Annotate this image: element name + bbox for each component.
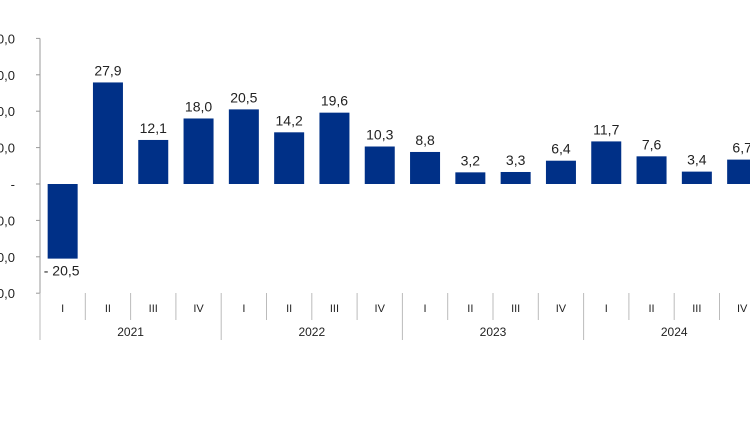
quarter-label: II <box>467 303 473 315</box>
bar <box>183 118 214 184</box>
quarter-label: III <box>511 303 520 315</box>
year-label: 2022 <box>298 325 325 339</box>
y-tick-label: 0,0 <box>0 141 15 156</box>
year-label: 2024 <box>661 325 688 339</box>
year-label: 2021 <box>117 325 144 339</box>
bar <box>319 112 350 184</box>
data-labels: - 20,5 27,9 12,1 18,0 20,5 14,2 19,6 10,3 8,8 3,2… <box>44 62 750 278</box>
bar <box>500 171 531 184</box>
quarter-label: III <box>692 303 701 315</box>
quarter-label: II <box>648 303 654 315</box>
data-label: 3,4 <box>687 152 707 168</box>
data-label: 11,7 <box>593 121 619 137</box>
bar <box>274 132 305 184</box>
quarter-label: I <box>424 303 427 315</box>
quarter-label: III <box>330 303 339 315</box>
data-label: 8,8 <box>415 132 435 148</box>
data-label: 14,2 <box>276 112 303 128</box>
bar <box>364 146 395 184</box>
bar <box>138 139 169 184</box>
bar <box>92 82 123 184</box>
quarter-label: IV <box>556 303 567 315</box>
data-label: 3,2 <box>461 152 481 168</box>
bar <box>410 151 441 184</box>
y-tick-label: - <box>11 177 15 192</box>
y-tick-label: 0,0 <box>0 68 15 83</box>
year-label: 2023 <box>480 325 507 339</box>
data-label: 6,4 <box>551 141 571 157</box>
bars <box>47 82 750 259</box>
quarter-label: IV <box>193 303 204 315</box>
bar <box>228 109 259 184</box>
bar <box>455 172 486 184</box>
quarter-label: III <box>149 303 158 315</box>
bar <box>47 184 78 259</box>
quarter-label: I <box>61 303 64 315</box>
quarter-label: IV <box>375 303 386 315</box>
y-tick-label: 0,0 <box>0 286 15 301</box>
data-label: 20,5 <box>230 89 257 105</box>
data-label: 19,6 <box>321 93 348 109</box>
bar <box>545 160 576 184</box>
quarter-label: II <box>286 303 292 315</box>
data-label: - 20,5 <box>44 263 80 279</box>
quarter-label: II <box>105 303 111 315</box>
y-axis: 0,0 0,0 0,0 0,0 - 0,0 0,0 0,0 <box>0 31 41 301</box>
data-label: 10,3 <box>366 127 393 143</box>
data-label: 18,0 <box>185 98 212 114</box>
data-label: 6,7 <box>732 140 750 156</box>
bar <box>727 159 750 184</box>
y-tick-label: 0,0 <box>0 104 15 119</box>
data-label: 3,3 <box>506 152 526 168</box>
bar <box>591 141 622 184</box>
bar <box>681 171 712 184</box>
quarter-label: IV <box>737 303 748 315</box>
y-tick-label: 0,0 <box>0 213 15 228</box>
quarter-label: I <box>242 303 245 315</box>
data-label: 27,9 <box>94 62 121 78</box>
y-tick-label: 0,0 <box>0 31 15 46</box>
data-label: 7,6 <box>642 136 662 152</box>
data-label: 12,1 <box>140 120 167 136</box>
y-tick-label: 0,0 <box>0 250 15 265</box>
bar <box>636 156 667 184</box>
quarter-label: I <box>605 303 608 315</box>
